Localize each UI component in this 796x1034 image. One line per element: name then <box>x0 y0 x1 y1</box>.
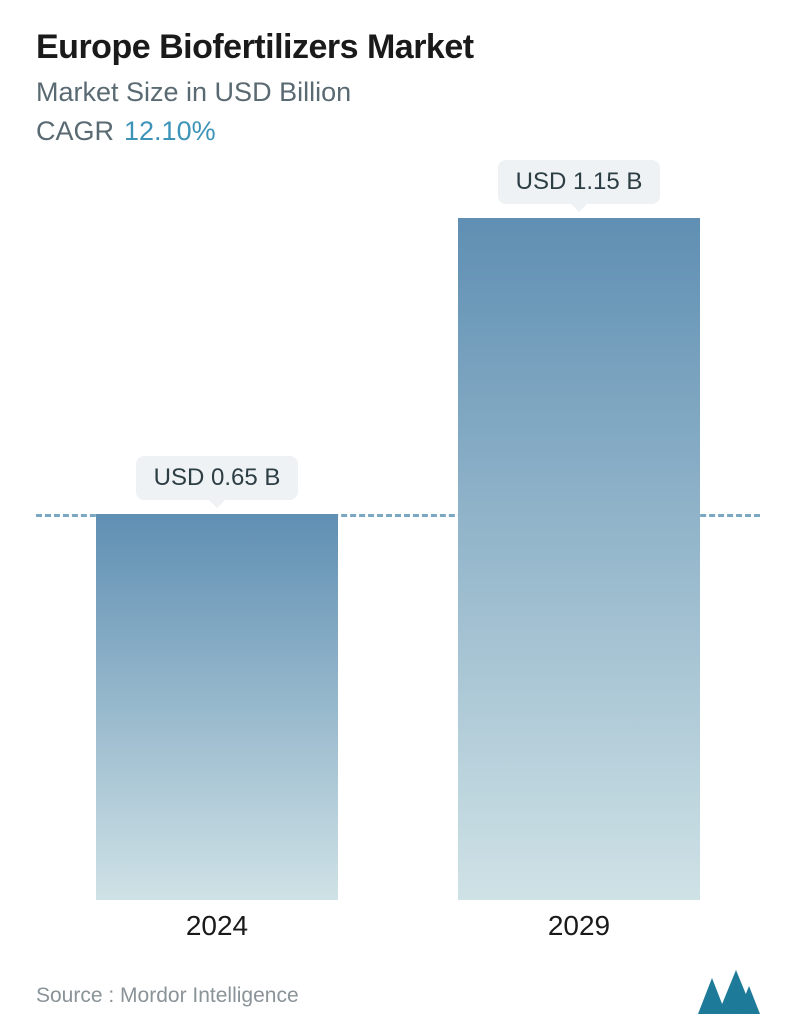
bar-value-label: USD 0.65 B <box>136 456 299 500</box>
bar-value-label: USD 1.15 B <box>498 160 661 204</box>
chart-subtitle: Market Size in USD Billion <box>36 77 760 108</box>
cagr-label: CAGR <box>36 116 114 146</box>
bar <box>96 514 338 900</box>
bar-group: USD 1.15 B <box>458 218 700 900</box>
x-axis-label: 2029 <box>458 910 700 942</box>
bar <box>458 218 700 900</box>
source-footer: Source : Mordor Intelligence <box>36 984 299 1008</box>
cagr-row: CAGR 12.10% <box>36 116 760 147</box>
x-axis-labels: 2024 2029 <box>36 910 760 942</box>
bar-group: USD 0.65 B <box>96 514 338 900</box>
brand-logo <box>698 970 760 1014</box>
chart-area: USD 0.65 B USD 1.15 B <box>36 200 760 900</box>
chart-title: Europe Biofertilizers Market <box>36 28 760 67</box>
x-axis-label: 2024 <box>96 910 338 942</box>
cagr-value: 12.10% <box>124 116 216 146</box>
bars-container: USD 0.65 B USD 1.15 B <box>36 200 760 900</box>
